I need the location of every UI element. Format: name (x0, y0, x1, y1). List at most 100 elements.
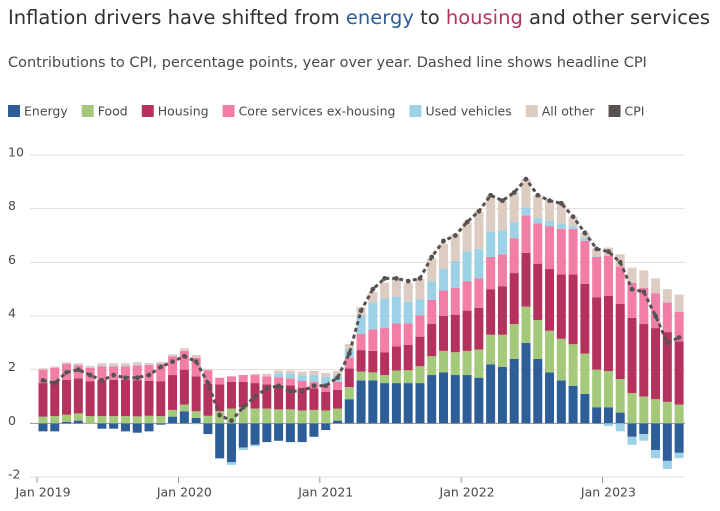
bar-segment (356, 371, 366, 381)
cpi-point (570, 214, 576, 220)
bar-segment (309, 375, 319, 382)
bar-segment (427, 375, 437, 424)
x-tick-label: Jan 2023 (580, 485, 636, 500)
bar-segment (462, 251, 472, 282)
bar-segment (344, 399, 354, 424)
bar-segment (156, 361, 166, 364)
bar-segment (391, 279, 401, 297)
bar-segment (403, 383, 413, 424)
bar-segment (639, 434, 649, 441)
bar-segment (238, 423, 248, 448)
bar-segment (62, 414, 72, 422)
legend-label: All other (542, 104, 596, 119)
bar-segment (627, 267, 637, 283)
bar-segment (97, 366, 107, 380)
bar-segment (168, 354, 178, 356)
bar-segment (333, 389, 342, 409)
bar-segment (521, 215, 531, 253)
bar-segment (545, 226, 555, 270)
bar-segment (215, 377, 225, 385)
bar-segment (580, 238, 590, 241)
cpi-point (582, 230, 588, 236)
bar-segment (85, 416, 95, 424)
bar-segment (592, 369, 602, 408)
bar-segment (179, 348, 189, 351)
bar-segment (285, 409, 295, 424)
bar-segment (333, 408, 342, 421)
bar-segment (568, 385, 578, 424)
bar-segment (639, 423, 649, 435)
bar-segment (662, 423, 672, 461)
cpi-point (229, 418, 234, 424)
cpi-point (629, 286, 635, 292)
cpi-point (370, 286, 376, 292)
bar-segment (50, 416, 60, 424)
bar-segment (368, 302, 378, 330)
bar-segment (568, 344, 578, 386)
bar-segment (662, 289, 672, 303)
bar-segment (439, 350, 449, 373)
bar-segment (592, 256, 602, 257)
chart-title: Inflation drivers have shifted from ener… (8, 6, 710, 29)
y-tick-label: -2 (8, 467, 20, 482)
cpi-point (99, 378, 105, 383)
bar-segment (674, 341, 684, 405)
cpi-point (170, 359, 175, 365)
bar-segment (439, 290, 449, 316)
bar-segment (179, 404, 189, 412)
bar-segment (651, 328, 661, 400)
bar-segment (274, 409, 284, 424)
cpi-point (75, 367, 81, 373)
bar-segment (274, 377, 284, 386)
bar-segment (109, 423, 119, 429)
bar-segment (262, 423, 272, 443)
bar-segment (368, 291, 378, 303)
bar-segment (651, 423, 661, 451)
bar-segment (368, 329, 378, 351)
bar-segment (156, 363, 166, 382)
bar-segment (474, 307, 484, 350)
cpi-point (382, 276, 388, 281)
bar-segment (274, 370, 284, 374)
bar-segment (203, 415, 213, 424)
bar-segment (262, 376, 272, 385)
bar-segment (450, 314, 460, 353)
bar-segment (191, 354, 201, 358)
bar-segment (215, 458, 225, 460)
bar-segment (545, 269, 555, 331)
bar-segment (556, 380, 566, 424)
bar-segment (603, 255, 613, 296)
bar-segment (521, 342, 531, 424)
bar-segment (62, 421, 72, 424)
bar-segment (580, 393, 590, 424)
cpi-point (429, 254, 435, 260)
cpi-point (452, 233, 458, 238)
bar-segment (580, 232, 590, 239)
bar-segment (568, 228, 578, 275)
bar-segment (309, 388, 319, 410)
cpi-point (299, 388, 305, 394)
bar-segment (120, 416, 130, 424)
bar-segment (639, 270, 649, 288)
bar-segment (474, 248, 484, 279)
bar-segment (497, 286, 507, 335)
bar-segment (580, 283, 590, 354)
bar-segment (474, 377, 484, 424)
cpi-point (287, 388, 293, 394)
cpi-point (64, 369, 69, 375)
bar-segment (545, 220, 555, 227)
bar-segment (415, 383, 425, 424)
bar-segment (97, 363, 107, 366)
bar-segment (156, 381, 166, 417)
bar-segment (356, 380, 366, 424)
bar-segment (545, 200, 555, 221)
bar-segment (380, 375, 390, 384)
bar-segment (368, 372, 378, 381)
bar-segment (439, 243, 449, 270)
bar-segment (521, 179, 531, 208)
bar-segment (120, 423, 130, 432)
bar-segment (203, 423, 213, 435)
bar-segment (238, 407, 248, 424)
bar-segment (109, 365, 119, 367)
